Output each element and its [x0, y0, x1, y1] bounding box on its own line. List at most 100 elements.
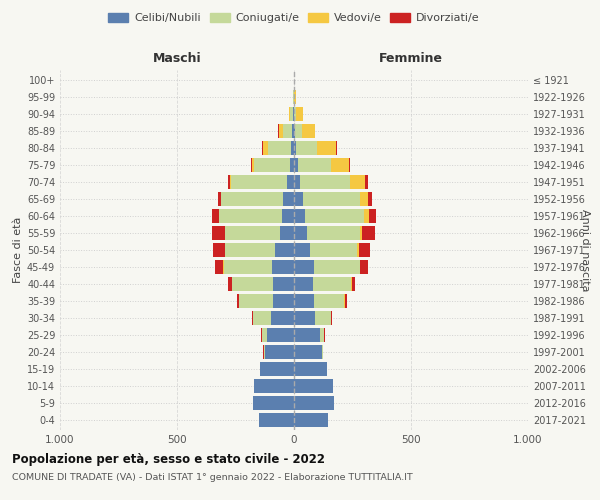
Bar [278, 124, 283, 138]
Bar [287, 175, 294, 189]
Bar [307, 226, 359, 240]
Bar [300, 175, 350, 189]
Bar [314, 260, 359, 274]
Bar [294, 209, 305, 223]
Bar [219, 209, 283, 223]
Bar [251, 158, 254, 172]
Bar [215, 260, 223, 274]
Bar [362, 226, 375, 240]
Bar [336, 141, 337, 155]
Bar [259, 413, 294, 427]
Bar [296, 107, 303, 121]
Bar [228, 175, 230, 189]
Bar [320, 328, 325, 342]
Bar [294, 141, 296, 155]
Bar [212, 226, 224, 240]
Bar [294, 175, 300, 189]
Text: Maschi: Maschi [152, 52, 202, 65]
Bar [280, 226, 294, 240]
Bar [359, 192, 368, 206]
Bar [313, 277, 352, 291]
Bar [365, 175, 368, 189]
Bar [231, 175, 287, 189]
Bar [230, 175, 231, 189]
Y-axis label: Fasce di età: Fasce di età [13, 217, 23, 283]
Bar [294, 396, 334, 410]
Bar [315, 311, 331, 325]
Bar [232, 277, 273, 291]
Bar [294, 124, 295, 138]
Bar [212, 209, 218, 223]
Text: Popolazione per età, sesso e stato civile - 2022: Popolazione per età, sesso e stato civil… [12, 452, 325, 466]
Bar [314, 294, 344, 308]
Bar [317, 141, 336, 155]
Bar [265, 345, 294, 359]
Bar [349, 158, 350, 172]
Bar [236, 294, 239, 308]
Bar [294, 158, 298, 172]
Bar [283, 124, 292, 138]
Bar [289, 107, 290, 121]
Bar [294, 294, 314, 308]
Bar [294, 260, 314, 274]
Bar [331, 158, 349, 172]
Bar [296, 141, 317, 155]
Bar [283, 209, 294, 223]
Bar [331, 311, 332, 325]
Bar [252, 311, 253, 325]
Bar [344, 294, 347, 308]
Bar [357, 243, 359, 257]
Bar [263, 345, 265, 359]
Bar [322, 345, 323, 359]
Bar [225, 243, 275, 257]
Bar [294, 413, 328, 427]
Bar [350, 175, 365, 189]
Bar [225, 226, 280, 240]
Bar [368, 192, 371, 206]
Bar [305, 209, 364, 223]
Bar [268, 141, 291, 155]
Bar [294, 192, 304, 206]
Bar [273, 294, 294, 308]
Bar [292, 124, 294, 138]
Legend: Celibi/Nubili, Coniugati/e, Vedovi/e, Divorziati/e: Celibi/Nubili, Coniugati/e, Vedovi/e, Di… [104, 8, 484, 28]
Bar [260, 362, 294, 376]
Bar [294, 328, 320, 342]
Bar [364, 209, 369, 223]
Bar [359, 243, 370, 257]
Bar [360, 260, 368, 274]
Bar [254, 158, 290, 172]
Bar [221, 192, 283, 206]
Bar [263, 141, 268, 155]
Bar [262, 328, 267, 342]
Bar [304, 192, 359, 206]
Bar [294, 345, 322, 359]
Bar [254, 379, 294, 393]
Bar [294, 226, 307, 240]
Bar [298, 158, 331, 172]
Bar [295, 107, 296, 121]
Bar [293, 107, 294, 121]
Bar [294, 379, 332, 393]
Bar [294, 362, 327, 376]
Bar [224, 260, 272, 274]
Bar [295, 90, 296, 104]
Bar [239, 294, 273, 308]
Bar [253, 311, 271, 325]
Bar [218, 192, 221, 206]
Bar [359, 260, 360, 274]
Bar [369, 209, 376, 223]
Bar [302, 124, 314, 138]
Y-axis label: Anni di nascita: Anni di nascita [580, 209, 590, 291]
Bar [310, 243, 357, 257]
Text: Femmine: Femmine [379, 52, 443, 65]
Bar [275, 243, 294, 257]
Bar [273, 277, 294, 291]
Bar [359, 226, 362, 240]
Bar [294, 311, 315, 325]
Bar [267, 328, 294, 342]
Text: COMUNE DI TRADATE (VA) - Dati ISTAT 1° gennaio 2022 - Elaborazione TUTTITALIA.IT: COMUNE DI TRADATE (VA) - Dati ISTAT 1° g… [12, 472, 413, 482]
Bar [291, 141, 294, 155]
Bar [294, 277, 313, 291]
Bar [290, 158, 294, 172]
